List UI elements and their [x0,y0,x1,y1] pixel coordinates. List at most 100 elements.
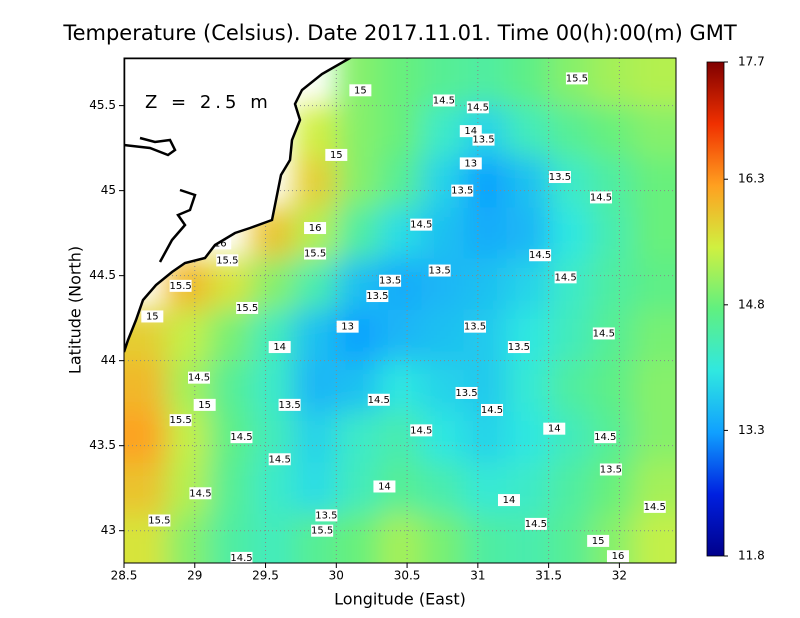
contour-label-text: 15 [330,150,343,161]
contour-label-box [497,494,520,507]
contour-label-text: 15 [592,536,605,547]
heat-cell [166,309,210,362]
contour-label-box [606,550,629,563]
contour-label-box [451,184,474,197]
contour-label-box [459,125,482,138]
heat-cell [336,258,380,311]
contour-label-text: 13.5 [472,135,494,146]
heat-cell [463,309,508,362]
contour-label-text: 15.5 [148,515,170,526]
heat-cell [633,105,676,158]
contour-label-box [373,480,396,493]
heat-cell [548,258,593,311]
contour-label-box [481,403,503,416]
contour-label: 14.5 [410,218,433,231]
contour-label: 13.5 [549,171,571,184]
y-tick-label: 45 [101,183,116,197]
contour-label-box [278,398,301,411]
contour-label: 15.5 [148,514,171,527]
heat-cell [506,309,550,362]
contour-label-box [193,398,216,411]
y-tick-label: 43 [101,523,116,537]
contour-label: 16 [606,550,629,563]
contour-label: 13.5 [472,133,495,146]
heat-cell [633,411,676,464]
contour-label-box [592,327,615,340]
contour-label-box [599,463,622,476]
contour-label-box [366,290,389,303]
heat-cell [421,105,465,158]
contour-label-box [367,393,390,406]
heat-cell [251,513,295,563]
contour-label-box [189,487,212,500]
contour-label-text: 14 [378,481,391,492]
coastline [124,58,353,353]
contour-label: 15.5 [311,524,333,537]
contour-label-text: 15.5 [566,73,588,84]
colorbar-tick-label: 16.3 [738,172,765,186]
heat-cell [548,513,593,563]
contour-label: 15.5 [216,254,238,267]
heat-cell [506,105,550,158]
contour-label: 15 [193,398,216,411]
heat-cell [633,156,676,209]
heat-cell [251,462,295,515]
heat-cell [378,58,423,107]
contour-label-box [169,279,192,292]
inland-water [124,136,197,263]
contour-label-text: 14 [548,424,561,435]
contour-label: 13.5 [508,341,530,354]
heat-cell [208,462,253,515]
heat-cell [293,309,338,362]
heat-cell [336,156,380,209]
heat-cell [421,156,465,209]
contour-label-box [268,341,291,354]
heat-cell [124,360,168,413]
y-tick-label: 44.5 [89,268,116,282]
contour-label-text: 16 [612,551,625,562]
contour-label-text: 14.5 [189,488,211,499]
contour-label-text: 14.5 [410,425,432,436]
contour-label-text: 13 [341,322,354,333]
contour-label-box [410,218,433,231]
contour-label: 14.5 [269,453,291,466]
heat-cell [506,462,550,515]
y-tick-label: 45.5 [89,98,116,112]
contour-label: 14.5 [590,191,612,204]
contour-label-text: 14.5 [593,328,615,339]
x-tick-label: 29 [187,569,202,583]
contour-label-text: 14.5 [554,272,576,283]
contour-label-box [543,422,566,435]
heat-cell [548,411,593,464]
contour-label-box [472,133,495,146]
contour-label-text: 14.5 [368,395,390,406]
contour-label-text: 13.5 [455,388,477,399]
contour-label-text: 14.5 [188,373,210,384]
contour-label-box [466,101,489,114]
contour-label-text: 14.5 [433,96,455,107]
contour-label-text: 13.5 [549,172,571,183]
colorbar: 11.8 13.3 14.8 16.3 17.7 [706,55,765,563]
heat-cell [336,462,380,515]
y-axis-label: Latitude (North) [66,246,85,374]
contour-label-text: 13.5 [600,464,622,475]
heat-cell [421,462,465,515]
contour-label: 15 [141,310,164,323]
contour-label-text: 16 [214,238,227,249]
contour-label-text: 15 [354,85,367,96]
heat-cell [506,360,550,413]
contour-label-box [524,517,547,530]
contour-label-box [455,386,478,399]
contour-label: 14.5 [230,431,253,444]
heat-cell [208,360,253,413]
contour-label: 13.5 [315,509,338,522]
contour-label-text: 14.5 [594,432,616,443]
contour-label: 14.5 [433,94,455,107]
x-tick-label: 31.5 [535,569,562,583]
contour-label-text: 15.5 [216,255,238,266]
heat-cell [378,105,423,158]
contour-label-text: 13.5 [315,510,337,521]
heat-cell [293,258,338,311]
heat-cell [548,309,593,362]
contour-label-text: 14 [464,126,477,137]
